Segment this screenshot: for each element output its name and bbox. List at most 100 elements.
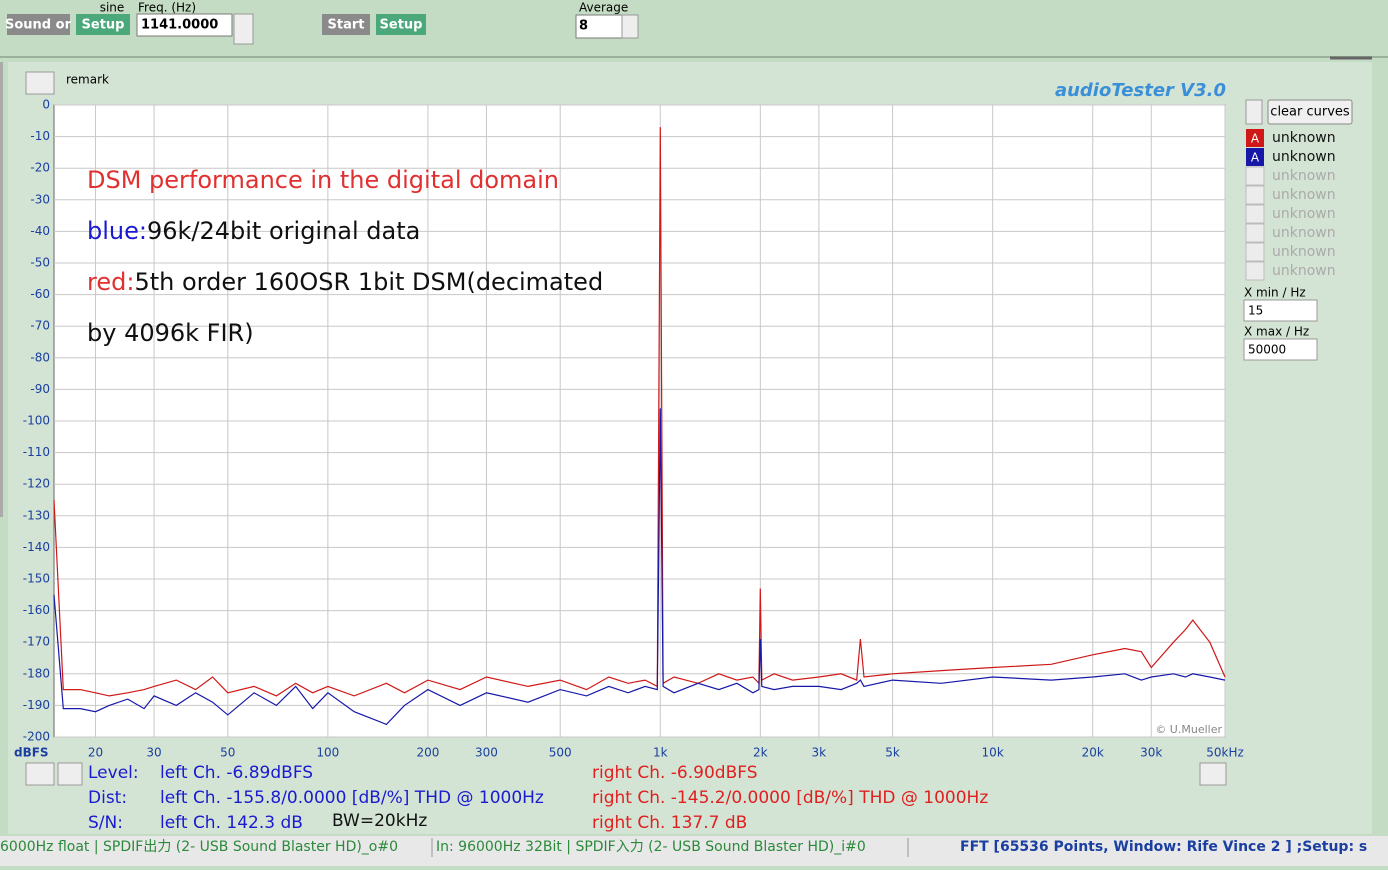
legend-swatch-empty[interactable] [1245, 261, 1265, 281]
x-tick-label: 1k [653, 746, 668, 760]
freq-input[interactable] [136, 13, 233, 37]
button-label[interactable]: Sound or [5, 18, 72, 33]
y-tick-label: -140 [23, 540, 50, 554]
y-tick-label: -200 [23, 730, 50, 744]
app-title: audioTester V3.0 [1055, 80, 1226, 101]
x-tick-label: 100 [316, 746, 339, 760]
results-scroll[interactable] [57, 762, 83, 786]
annotation-text: 5th order 160OSR 1bit DSM(decimated [134, 268, 603, 296]
spectrum-line [53, 127, 1226, 697]
y-tick-label: -170 [23, 635, 50, 649]
y-tick-label: -150 [23, 572, 50, 586]
clear-curves-button[interactable] [1267, 99, 1353, 125]
button-label[interactable]: Setup [82, 18, 125, 33]
legend-swatch-empty[interactable] [1245, 204, 1265, 224]
status-output: 6000Hz float | SPDIF出力 (2- USB Sound Bla… [0, 839, 398, 855]
setup-button[interactable] [376, 14, 426, 35]
results-scroll[interactable] [1199, 762, 1227, 786]
x-tick-label: 30k [1140, 746, 1162, 760]
legend-swatch-empty[interactable] [1245, 166, 1265, 186]
xmin-label: X min / Hz [1244, 286, 1306, 300]
freq-label: Freq. (Hz) [138, 1, 196, 15]
x-tick-label: 300 [475, 746, 498, 760]
status-fft: FFT [65536 Points, Window: Rife Vince 2 … [960, 839, 1367, 855]
legend-swatch[interactable] [1246, 129, 1264, 147]
y-tick-label: -10 [30, 129, 50, 143]
y-tick-label: -100 [23, 414, 50, 428]
left-edge [0, 62, 3, 517]
x-tick-label: 50kHz [1206, 746, 1244, 760]
annotation: DSM performance in the digital domain [87, 166, 559, 194]
x-tick-label: 5k [885, 746, 900, 760]
average-value[interactable]: 8 [579, 19, 588, 34]
x-tick-label: 30 [146, 746, 161, 760]
legend-icon: A [1251, 151, 1260, 165]
sn-left: left Ch. 142.3 dB [160, 813, 303, 833]
legend-swatch[interactable] [1246, 148, 1264, 166]
legend-swatch-empty[interactable] [1245, 185, 1265, 205]
y-tick-label: -190 [23, 698, 50, 712]
credit: © U.Mueller [1155, 723, 1222, 736]
legend-label-inactive: unknown [1272, 225, 1336, 241]
average-spinner[interactable] [621, 14, 639, 39]
legend-swatch-empty[interactable] [1245, 242, 1265, 262]
y-tick-label: -60 [30, 287, 50, 301]
remark-spinner[interactable] [25, 71, 55, 95]
legend-label-inactive: unknown [1272, 168, 1336, 184]
button-label[interactable]: clear curves [1270, 105, 1350, 120]
x-tick-label: 20k [1082, 746, 1104, 760]
y-tick-label: -130 [23, 508, 50, 522]
x-tick-label: 200 [416, 746, 439, 760]
results-spinner[interactable] [25, 762, 55, 786]
setup-button[interactable] [76, 14, 130, 35]
level-left: left Ch. -6.89dBFS [160, 763, 313, 783]
plot: 0 -10 -20 -30 -40 -50 -60 -70 -80 -90 -100 -110 -120… [23, 98, 1244, 760]
y-tick-label: -70 [30, 319, 50, 333]
x-tick-label: 2k [753, 746, 768, 760]
y-tick-label: 0 [42, 98, 50, 112]
xmax-label: X max / Hz [1244, 325, 1309, 339]
legend-swatch-empty[interactable] [1245, 223, 1265, 243]
button-label[interactable]: Setup [380, 18, 423, 33]
waveform-label: sine [100, 1, 125, 15]
curve-spinner[interactable] [1245, 99, 1263, 125]
legend-label-inactive: unknown [1272, 263, 1336, 279]
y-tick-label: -80 [30, 350, 50, 364]
freq-spinner[interactable] [233, 13, 254, 45]
legend-icon: A [1251, 132, 1260, 146]
sn-label: S/N: [88, 813, 123, 833]
xmax-value[interactable]: 50000 [1248, 343, 1286, 357]
button-label[interactable]: Start [328, 18, 365, 33]
xmin-input[interactable] [1243, 299, 1318, 322]
legend-label: unknown [1272, 130, 1336, 146]
x-tick-label: 3k [812, 746, 827, 760]
annotation-text: 96k/24bit original data [147, 217, 420, 245]
x-tick-label: 50 [220, 746, 235, 760]
sound-button[interactable] [7, 14, 70, 35]
freq-value[interactable]: 1141.0000 [141, 18, 218, 33]
xmin-value[interactable]: 15 [1248, 304, 1263, 318]
annotation-text: DSM performance in the digital domain [87, 166, 559, 194]
legend-label-inactive: unknown [1272, 206, 1336, 222]
y-tick-label: -50 [30, 256, 50, 270]
annotation: red:5th order 160OSR 1bit DSM(decimated [87, 268, 603, 296]
level-right: right Ch. -6.90dBFS [592, 763, 758, 783]
legend-label-inactive: unknown [1272, 244, 1336, 260]
annotation-prefix: blue: [87, 217, 147, 245]
xmax-input[interactable] [1243, 338, 1318, 361]
x-tick-label: 500 [549, 746, 572, 760]
y-tick-label: -30 [30, 192, 50, 206]
average-label: Average [579, 1, 628, 15]
level-label: Level: [88, 763, 139, 783]
start-button[interactable] [322, 14, 370, 35]
sn-right: right Ch. 137.7 dB [592, 813, 747, 833]
y-axis-label: dBFS [14, 746, 49, 760]
annotation-prefix: red: [87, 268, 134, 296]
dist-right: right Ch. -145.2/0.0000 [dB/%] THD @ 100… [592, 788, 988, 808]
y-tick-label: -40 [30, 224, 50, 238]
annotation-text: by 4096k FIR) [87, 319, 254, 347]
remark-label: remark [66, 73, 109, 87]
